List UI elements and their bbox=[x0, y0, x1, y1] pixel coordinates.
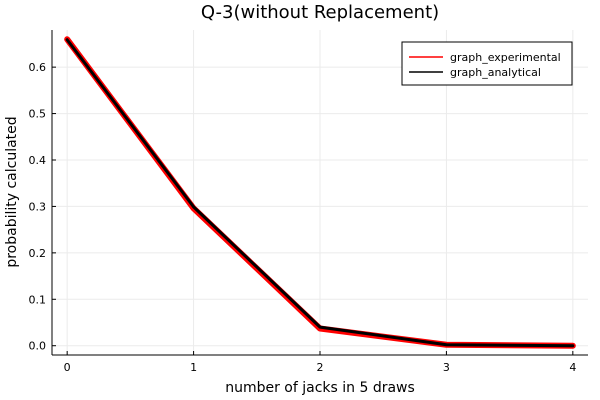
y-axis-label: probability calculated bbox=[4, 116, 20, 267]
series-lines bbox=[64, 36, 576, 349]
series-line-graph-analytical bbox=[65, 38, 575, 348]
x-tick-label: 3 bbox=[443, 361, 450, 374]
x-tick-label: 0 bbox=[64, 361, 71, 374]
x-tick-label: 4 bbox=[569, 361, 576, 374]
y-tick-label: 0.0 bbox=[29, 340, 47, 353]
x-axis-label: number of jacks in 5 draws bbox=[225, 380, 415, 396]
legend: graph_experimental graph_analytical bbox=[401, 41, 573, 86]
y-tick-label: 0.2 bbox=[29, 247, 47, 260]
y-tick-label: 0.1 bbox=[29, 293, 47, 306]
y-tick-label: 0.4 bbox=[29, 154, 47, 167]
legend-label: graph_experimental bbox=[450, 51, 561, 64]
y-tick-label: 0.6 bbox=[29, 61, 47, 74]
legend-box bbox=[401, 41, 573, 86]
grid bbox=[52, 30, 588, 355]
x-tick-label: 2 bbox=[317, 361, 324, 374]
legend-label: graph_analytical bbox=[450, 66, 541, 79]
x-tick-label: 1 bbox=[190, 361, 197, 374]
y-tick-label: 0.3 bbox=[29, 200, 47, 213]
y-ticks: 0.0 0.1 0.2 0.3 0.4 0.5 0.6 bbox=[29, 61, 56, 353]
y-tick-label: 0.5 bbox=[29, 108, 47, 121]
x-ticks: 0 1 2 3 4 bbox=[64, 351, 576, 374]
chart-title: Q-3(without Replacement) bbox=[201, 2, 439, 23]
